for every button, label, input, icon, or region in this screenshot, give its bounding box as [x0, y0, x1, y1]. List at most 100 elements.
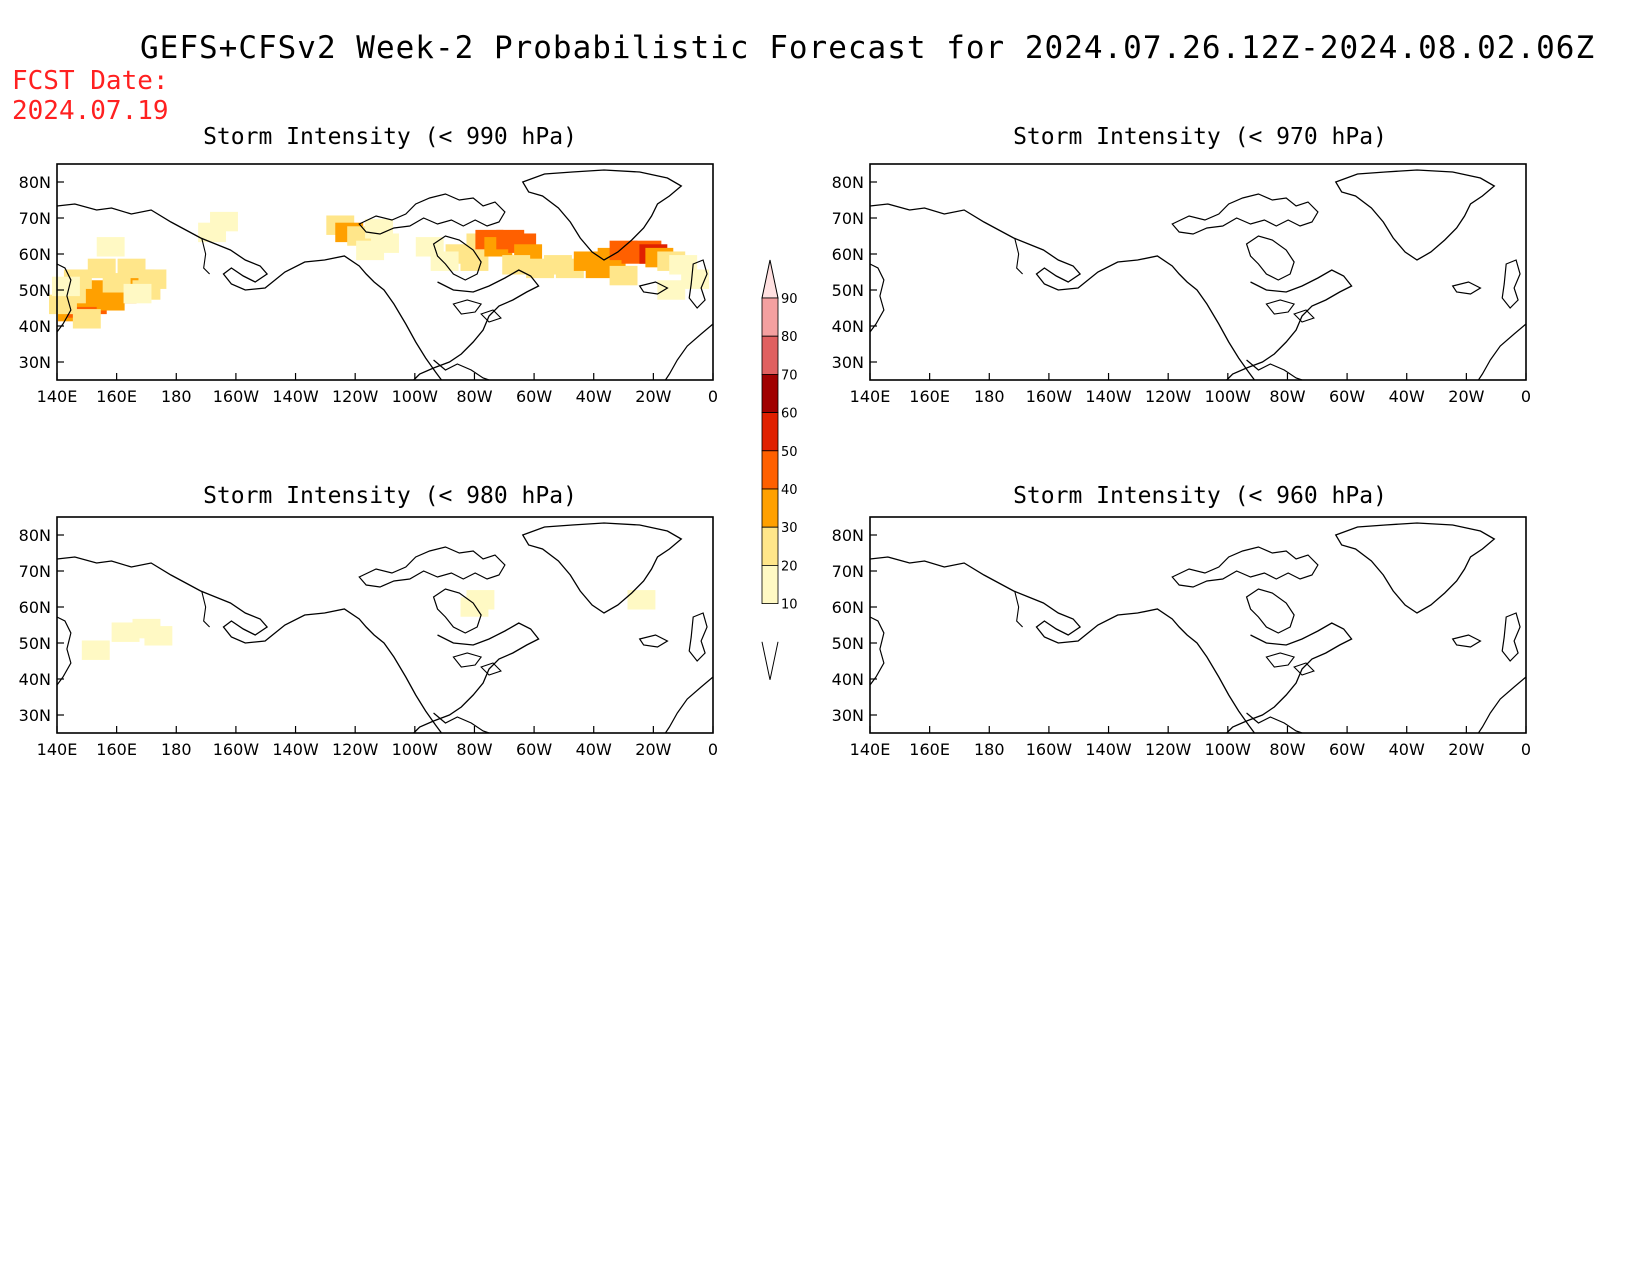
lon-tick-label: 160W — [213, 740, 260, 759]
lon-tick-label: 100W — [392, 387, 439, 406]
lat-tick-label: 60N — [19, 598, 51, 617]
fcst-date-label: FCST Date: — [12, 66, 169, 96]
colorbar-label: 90 — [781, 292, 798, 307]
lat-tick-label: 50N — [832, 634, 864, 653]
lon-tick-label: 20W — [1448, 740, 1484, 759]
probability-cell — [51, 276, 80, 297]
lon-tick-label: 140W — [1085, 387, 1132, 406]
lon-tick-label: 160E — [96, 740, 137, 759]
probability-cell — [144, 626, 173, 646]
probability-cell — [627, 590, 656, 610]
coastline — [869, 522, 1527, 734]
lon-tick-label: 60W — [516, 387, 552, 406]
coastline — [869, 169, 1527, 381]
colorbar-segment — [761, 373, 779, 413]
lon-tick-label: 140W — [272, 740, 319, 759]
lat-tick-label: 30N — [19, 353, 51, 372]
lat-tick-label: 60N — [832, 245, 864, 264]
lat-tick-label: 40N — [19, 670, 51, 689]
lon-tick-label: 80W — [1269, 740, 1305, 759]
lon-tick-label: 100W — [392, 740, 439, 759]
fcst-date-value: 2024.07.19 — [12, 96, 169, 126]
panel-title-990: Storm Intensity (< 990 hPa) — [203, 124, 577, 150]
probability-cell — [117, 258, 146, 279]
lon-tick-label: 120W — [1145, 740, 1192, 759]
lat-tick-label: 40N — [19, 317, 51, 336]
lon-tick-label: 120W — [1145, 387, 1192, 406]
lon-tick-label: 140E — [850, 740, 891, 759]
colorbar-segment — [761, 335, 779, 375]
lat-tick-label: 80N — [19, 526, 51, 545]
panel-frame — [56, 516, 714, 734]
lon-tick-label: 60W — [1329, 387, 1365, 406]
probability-cell — [72, 309, 101, 329]
lat-tick-label: 70N — [832, 562, 864, 581]
lon-tick-label: 80W — [1269, 387, 1305, 406]
lon-tick-label: 160E — [909, 740, 950, 759]
probability-cell — [460, 251, 489, 271]
colorbar-segment — [761, 488, 779, 528]
lat-tick-label: 60N — [19, 245, 51, 264]
probability-cell — [681, 269, 710, 289]
lat-tick-label: 30N — [832, 353, 864, 372]
lat-tick-label: 50N — [832, 281, 864, 300]
lon-tick-label: 60W — [1329, 740, 1365, 759]
map-panels: 140E 160E 180 160W 140W 120W 100W 80W 60W 40W 20W 0… — [19, 163, 1531, 759]
lon-tick-label: 140E — [850, 387, 891, 406]
colorbar-bottom-extension — [761, 641, 779, 680]
colorbar-label: 20 — [781, 559, 798, 574]
lon-tick-label: 20W — [1448, 387, 1484, 406]
lat-tick-label: 40N — [832, 317, 864, 336]
probability-cell — [466, 590, 495, 610]
lat-tick-label: 80N — [19, 173, 51, 192]
colorbar-segment — [761, 450, 779, 490]
lon-tick-label: 180 — [161, 740, 192, 759]
lon-tick-label: 160W — [213, 387, 260, 406]
lon-tick-label: 120W — [332, 740, 379, 759]
map-panel-970: 140E 160E 180 160W 140W 120W 100W 80W 60W 40W 20W 0… — [832, 163, 1531, 406]
lat-tick-label: 70N — [19, 209, 51, 228]
colorbar-label: 30 — [781, 521, 798, 536]
colorbar-label: 80 — [781, 330, 798, 345]
probability-cell — [609, 265, 638, 286]
lon-tick-label: 0 — [1521, 740, 1531, 759]
panel-title-960: Storm Intensity (< 960 hPa) — [1013, 483, 1387, 509]
probability-cell — [210, 211, 238, 232]
lon-tick-label: 0 — [708, 387, 718, 406]
map-panel-990: 140E 160E 180 160W 140W 120W 100W 80W 60W 40W 20W 0… — [19, 163, 718, 406]
lon-tick-label: 40W — [1389, 387, 1425, 406]
lon-tick-label: 40W — [1389, 740, 1425, 759]
probability-cell — [502, 255, 531, 275]
lon-tick-label: 140W — [1085, 740, 1132, 759]
lon-tick-label: 140E — [37, 740, 78, 759]
lat-tick-label: 70N — [832, 209, 864, 228]
probability-cell — [81, 640, 110, 660]
panel-frame — [869, 516, 1527, 734]
panel-frame — [56, 163, 714, 381]
lon-tick-label: 120W — [332, 387, 379, 406]
colorbar: 10 20 30 40 50 60 70 80 90 — [761, 259, 798, 680]
lon-tick-label: 100W — [1205, 387, 1252, 406]
colorbar-label: 50 — [781, 445, 798, 460]
probability-cell — [356, 240, 385, 261]
lon-tick-label: 0 — [1521, 387, 1531, 406]
colorbar-segment — [761, 412, 779, 452]
probability-cell — [49, 294, 77, 315]
colorbar-label: 60 — [781, 407, 798, 422]
lon-tick-label: 80W — [456, 740, 492, 759]
lat-tick-label: 40N — [832, 670, 864, 689]
colorbar-segment — [761, 565, 779, 605]
probability-cell — [96, 237, 125, 257]
lon-tick-label: 160W — [1026, 740, 1073, 759]
colorbar-segment — [761, 526, 779, 566]
panel-title-970: Storm Intensity (< 970 hPa) — [1013, 124, 1387, 150]
lon-tick-label: 140W — [272, 387, 319, 406]
page-title: GEFS+CFSv2 Week-2 Probabilistic Forecast… — [140, 30, 1596, 66]
lat-tick-label: 80N — [832, 526, 864, 545]
lon-tick-label: 20W — [635, 740, 671, 759]
lat-tick-label: 30N — [832, 706, 864, 725]
probability-cell — [123, 283, 152, 304]
lon-tick-label: 160W — [1026, 387, 1073, 406]
colorbar-top-extension — [761, 259, 779, 299]
